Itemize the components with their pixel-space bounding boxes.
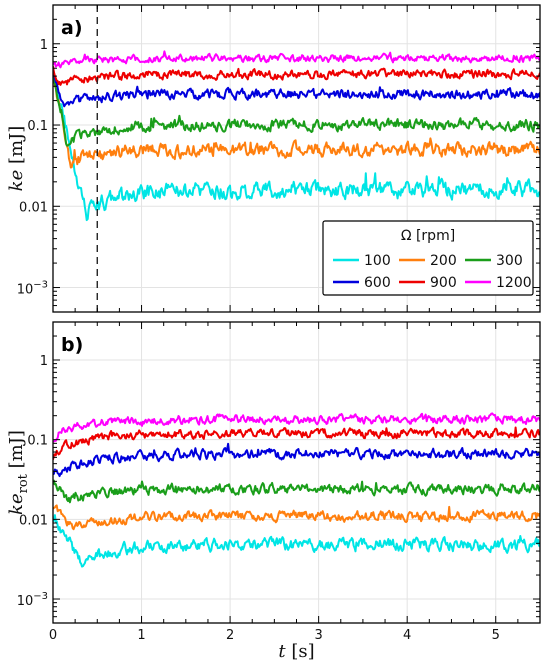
y-tick-label: 1 (40, 354, 48, 369)
y-tick-label-base: 10 (17, 594, 34, 609)
y-axis-label-var: ke (6, 170, 27, 192)
y-axis-label-unit: [mJ] (6, 430, 27, 474)
y-axis-label-var: ke (6, 493, 27, 515)
y-tick-label: 0.1 (27, 434, 48, 449)
series-line-100 (53, 514, 540, 568)
y-tick-label: 10−3 (17, 280, 48, 298)
panel-a-chart: 10−3 0.01 0.1 1 ke [mJ] a) Ω [rpm] 100 200 300 600… (6, 4, 541, 313)
y-tick-label: 0.01 (19, 200, 48, 215)
x-axis-label-var: t (278, 641, 286, 662)
series-line-200 (53, 504, 540, 531)
series-line-300 (53, 479, 540, 504)
y-axis-label-unit: [mJ] (6, 126, 27, 170)
x-tick-label: 3 (314, 628, 322, 643)
legend: Ω [rpm] 100 200 300 600 900 1200 (322, 220, 534, 296)
series-line-600 (53, 442, 540, 478)
series-line-1200 (53, 412, 540, 443)
x-tick-label: 0 (49, 628, 57, 643)
series-group (53, 412, 540, 568)
legend-title: Ω [rpm] (401, 228, 455, 244)
series-line-100 (53, 74, 540, 222)
y-tick-label: 1 (40, 38, 48, 53)
legend-label-1200: 1200 (496, 275, 532, 291)
legend-label-300: 300 (496, 253, 523, 269)
x-tick-label: 2 (226, 628, 234, 643)
x-axis-label-unit: [s] (286, 641, 315, 662)
x-tick-label: 1 (137, 628, 145, 643)
legend-label-900: 900 (430, 275, 457, 291)
y-axis-label: ke [mJ] (6, 126, 27, 192)
legend-box (322, 220, 534, 296)
series-line-600 (53, 69, 540, 108)
y-tick-label-exp: −3 (33, 280, 48, 291)
x-tick-label: 4 (403, 628, 411, 643)
panel-label: b) (61, 334, 83, 356)
x-tick-label: 5 (492, 628, 500, 643)
series-line-900 (53, 66, 540, 86)
series-line-200 (53, 73, 540, 169)
y-tick-label-exp: −3 (33, 591, 48, 602)
y-tick-label-base: 10 (17, 283, 34, 298)
panel-label: a) (61, 17, 83, 39)
ticks (52, 321, 541, 624)
legend-label-200: 200 (430, 253, 457, 269)
plot-frame (52, 321, 541, 624)
y-axis-label-sub: rot (16, 473, 31, 493)
series-line-300 (53, 74, 540, 147)
y-tick-label: 0.01 (19, 513, 48, 528)
series-line-900 (53, 426, 540, 460)
legend-label-100: 100 (364, 253, 391, 269)
y-tick-label: 0.1 (27, 119, 48, 134)
y-tick-label: 10−3 (17, 591, 48, 609)
x-axis-label: t [s] (278, 641, 314, 662)
y-axis-label: kerot [mJ] (6, 430, 31, 515)
series-group (53, 50, 540, 222)
series-line-1200 (53, 50, 540, 69)
grid (52, 322, 540, 623)
legend-label-600: 600 (364, 275, 391, 291)
ticks (52, 4, 541, 313)
